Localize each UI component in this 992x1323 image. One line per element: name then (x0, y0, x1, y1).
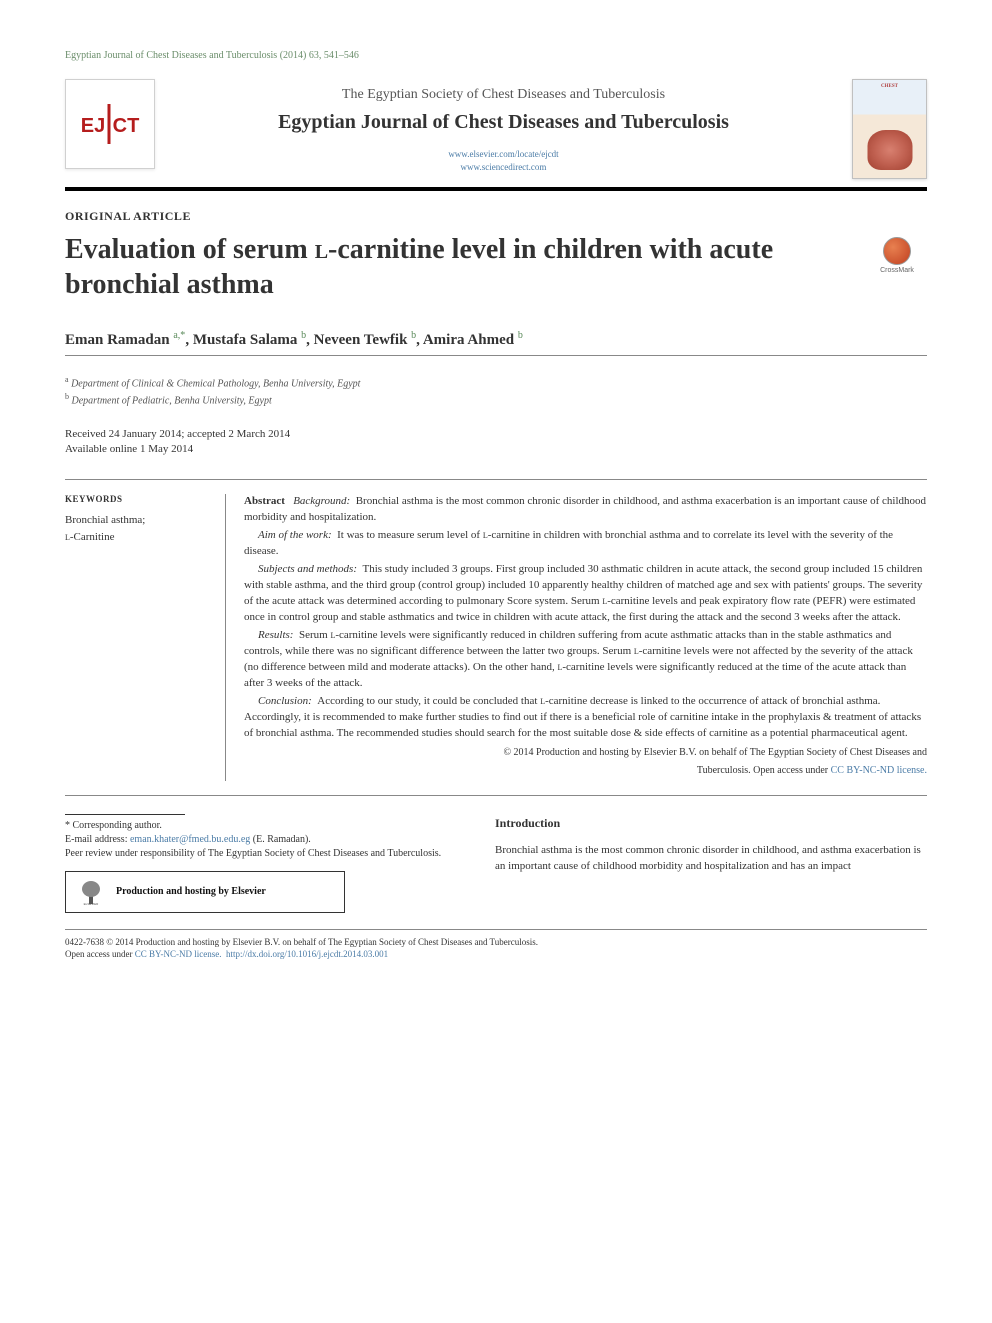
abstract-copyright-1: © 2014 Production and hosting by Elsevie… (244, 746, 927, 761)
affiliations: a Department of Clinical & Chemical Path… (65, 374, 927, 409)
society-name: The Egyptian Society of Chest Diseases a… (165, 87, 842, 103)
doi-link[interactable]: http://dx.doi.org/10.1016/j.ejcdt.2014.0… (226, 949, 388, 959)
author-4: Amira Ahmed (423, 332, 518, 348)
affiliation-b: Department of Pediatric, Benha Universit… (72, 396, 272, 407)
title-row: Evaluation of serum l-carnitine level in… (65, 232, 927, 302)
subjects-label: Subjects and methods: (258, 563, 357, 575)
author-3-aff: b (411, 330, 416, 341)
header-center: The Egyptian Society of Chest Diseases a… (155, 79, 852, 173)
journal-link-1[interactable]: www.elsevier.com/locate/ejcdt (165, 148, 842, 161)
author-4-aff: b (518, 330, 523, 341)
author-1: Eman Ramadan (65, 332, 173, 348)
footer-left: * Corresponding author. E-mail address: … (65, 814, 465, 913)
conclusion-pre: According to our study, it could be conc… (317, 695, 540, 707)
bottom-license-link[interactable]: CC BY-NC-ND license. (135, 949, 222, 959)
abstract-block: KEYWORDS Bronchial asthma; l-Carnitine A… (65, 479, 927, 795)
aim-pre: It was to measure serum level of (337, 529, 483, 541)
hosting-text: Production and hosting by Elsevier (116, 885, 266, 899)
date-received: Received 24 January 2014; accepted 2 Mar… (65, 427, 927, 442)
keywords-heading: KEYWORDS (65, 494, 210, 504)
cover-lung-image (867, 130, 912, 170)
affiliation-a: Department of Clinical & Chemical Pathol… (71, 378, 360, 389)
journal-links: www.elsevier.com/locate/ejcdt www.scienc… (165, 148, 842, 173)
background-label: Background: (293, 495, 350, 507)
author-2: Mustafa Salama (193, 332, 301, 348)
email-line: E-mail address: eman.khater@fmed.bu.edu.… (65, 833, 465, 847)
article-type: ORIGINAL ARTICLE (65, 209, 927, 224)
introduction-paragraph: Bronchial asthma is the most common chro… (495, 842, 927, 875)
header-row: EJ CT The Egyptian Society of Chest Dise… (65, 79, 927, 179)
footer-row: * Corresponding author. E-mail address: … (65, 814, 927, 913)
author-3: Neveen Tewfik (314, 332, 412, 348)
journal-cover: CHEST (852, 79, 927, 179)
author-2-aff: b (301, 330, 306, 341)
abstract-copyright-2: Tuberculosis. Open access under CC BY-NC… (244, 764, 927, 779)
abstract-content: Abstract Background: Bronchial asthma is… (225, 494, 927, 780)
license-link[interactable]: CC BY-NC-ND license. (831, 765, 927, 776)
keywords-column: KEYWORDS Bronchial asthma; l-Carnitine (65, 494, 225, 780)
introduction-heading: Introduction (495, 814, 927, 832)
article-dates: Received 24 January 2014; accepted 2 Mar… (65, 427, 927, 458)
crossmark-label: CrossMark (880, 267, 914, 274)
elsevier-logo-icon: ELSEVIER (76, 877, 106, 907)
aim-label: Aim of the work: (258, 529, 332, 541)
title-text-pre: Evaluation of serum (65, 234, 315, 265)
crossmark-icon (883, 237, 911, 265)
keyword-1: Bronchial asthma; (65, 512, 210, 529)
bottom-license-line: Open access under CC BY-NC-ND license. h… (65, 948, 927, 961)
ejct-logo-icon: EJ CT (80, 99, 140, 149)
footnote-rule (65, 814, 185, 815)
crossmark-badge[interactable]: CrossMark (867, 237, 927, 274)
authors-line: Eman Ramadan a,*, Mustafa Salama b, Neve… (65, 330, 927, 356)
date-online: Available online 1 May 2014 (65, 442, 927, 457)
author-1-aff: a,* (173, 330, 185, 341)
bottom-footer: 0422-7638 © 2014 Production and hosting … (65, 929, 927, 961)
journal-name: Egyptian Journal of Chest Diseases and T… (165, 111, 842, 134)
svg-text:EJ: EJ (81, 115, 105, 137)
keywords-list: Bronchial asthma; l-Carnitine (65, 512, 210, 545)
article-title: Evaluation of serum l-carnitine level in… (65, 232, 847, 302)
journal-logo: EJ CT (65, 79, 155, 169)
journal-link-2[interactable]: www.sciencedirect.com (165, 161, 842, 174)
keyword-2: l-Carnitine (65, 529, 210, 546)
results-label: Results: (258, 629, 293, 641)
issn-line: 0422-7638 © 2014 Production and hosting … (65, 936, 927, 949)
peer-review-note: Peer review under responsibility of The … (65, 847, 465, 861)
svg-text:CT: CT (113, 115, 140, 137)
title-smallcaps: l (315, 234, 328, 265)
hosting-box: ELSEVIER Production and hosting by Elsev… (65, 871, 345, 913)
abstract-label: Abstract (244, 495, 285, 507)
citation-header: Egyptian Journal of Chest Diseases and T… (65, 50, 927, 61)
header-rule (65, 187, 927, 191)
email-link[interactable]: eman.khater@fmed.bu.edu.eg (130, 834, 250, 845)
cover-title: CHEST (853, 80, 926, 93)
results-pre: Serum (299, 629, 330, 641)
conclusion-label: Conclusion: (258, 695, 312, 707)
footer-right: Introduction Bronchial asthma is the mos… (495, 814, 927, 913)
corresponding-author: * Corresponding author. (65, 819, 465, 833)
svg-text:ELSEVIER: ELSEVIER (84, 902, 100, 906)
